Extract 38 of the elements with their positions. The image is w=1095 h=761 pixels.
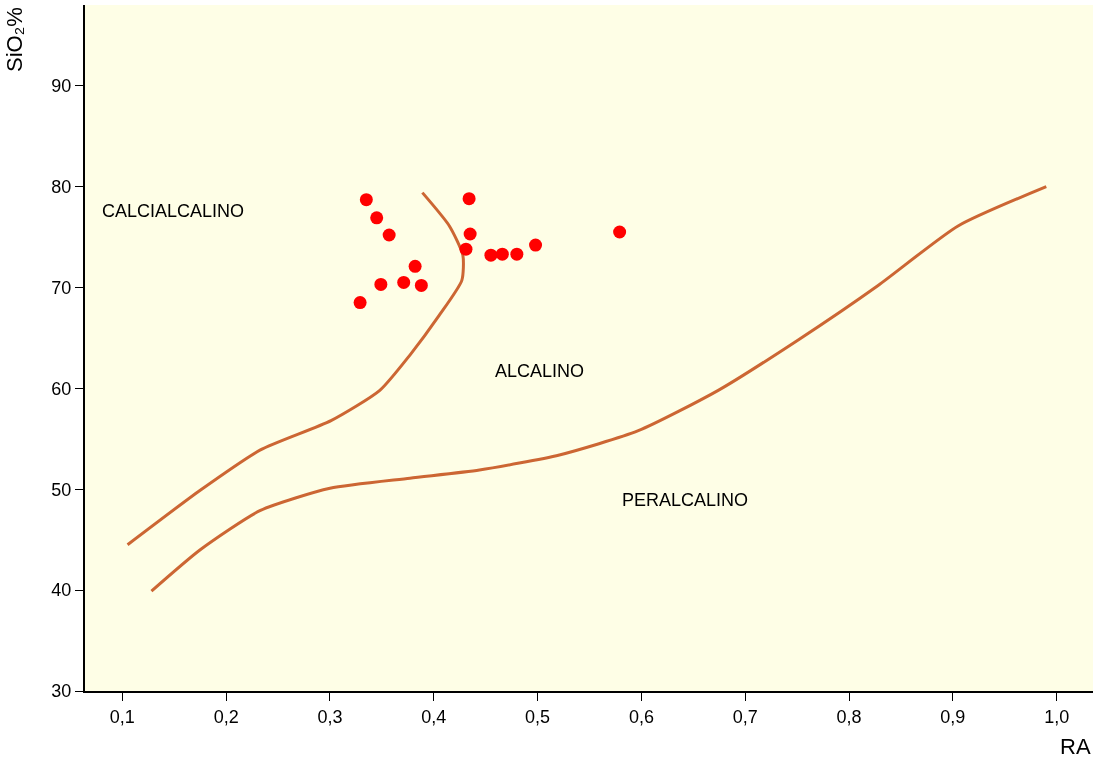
y-tick-label: 70 (51, 277, 72, 298)
point (463, 227, 477, 241)
x-tick-label: 0,4 (421, 706, 447, 727)
y-tick-label: 30 (51, 681, 72, 702)
annotation: ALCALINO (495, 361, 585, 381)
annotation: PERALCALINO (622, 490, 749, 510)
point (529, 238, 543, 252)
y-tick-label: 50 (51, 479, 72, 500)
y-tick-label: 60 (51, 378, 72, 399)
x-tick-label: 0,3 (317, 706, 343, 727)
point (408, 259, 422, 273)
y-tick-label: 80 (51, 176, 72, 197)
point (382, 228, 396, 242)
point (510, 247, 524, 261)
annotation: CALCIALCALINO (102, 201, 245, 221)
point (613, 225, 627, 239)
x-tick-label: 1,0 (1044, 706, 1070, 727)
x-tick-label: 0,9 (940, 706, 966, 727)
point (397, 275, 411, 289)
x-tick-label: 0,6 (628, 706, 654, 727)
point (459, 242, 473, 256)
point (495, 247, 509, 261)
x-axis-title: RA (1060, 734, 1091, 759)
point (484, 248, 498, 262)
x-tick-label: 0,8 (836, 706, 862, 727)
y-axis-title: SiO₂% (1, 7, 27, 72)
x-tick-label: 0,5 (525, 706, 551, 727)
point (462, 192, 476, 206)
point (414, 278, 428, 292)
point (370, 211, 384, 225)
point (374, 277, 388, 291)
y-tick-label: 40 (51, 580, 72, 601)
x-tick-label: 0,7 (732, 706, 758, 727)
x-tick-label: 0,1 (109, 706, 135, 727)
point (359, 193, 373, 207)
point (353, 296, 367, 310)
x-tick-label: 0,2 (213, 706, 239, 727)
y-tick-label: 90 (51, 76, 72, 97)
